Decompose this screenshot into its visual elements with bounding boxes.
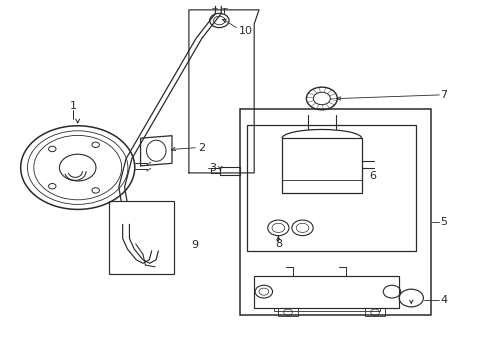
Bar	[109, 201, 174, 274]
Bar	[254, 276, 398, 307]
Text: 9: 9	[191, 240, 198, 250]
Text: 4: 4	[439, 294, 447, 305]
Text: 5: 5	[439, 217, 447, 227]
Text: 7: 7	[439, 90, 447, 100]
Text: 1: 1	[69, 101, 76, 111]
Text: 3: 3	[209, 163, 216, 172]
Bar	[282, 138, 361, 193]
Bar	[278, 307, 297, 316]
Bar	[220, 167, 239, 175]
Bar	[210, 168, 220, 173]
Text: 2: 2	[198, 143, 205, 153]
Bar	[273, 307, 379, 311]
Text: 10: 10	[238, 26, 252, 36]
Text: 8: 8	[274, 239, 281, 249]
Bar	[365, 307, 384, 316]
Bar	[239, 109, 430, 315]
Bar	[246, 125, 415, 251]
Text: 6: 6	[368, 171, 375, 181]
